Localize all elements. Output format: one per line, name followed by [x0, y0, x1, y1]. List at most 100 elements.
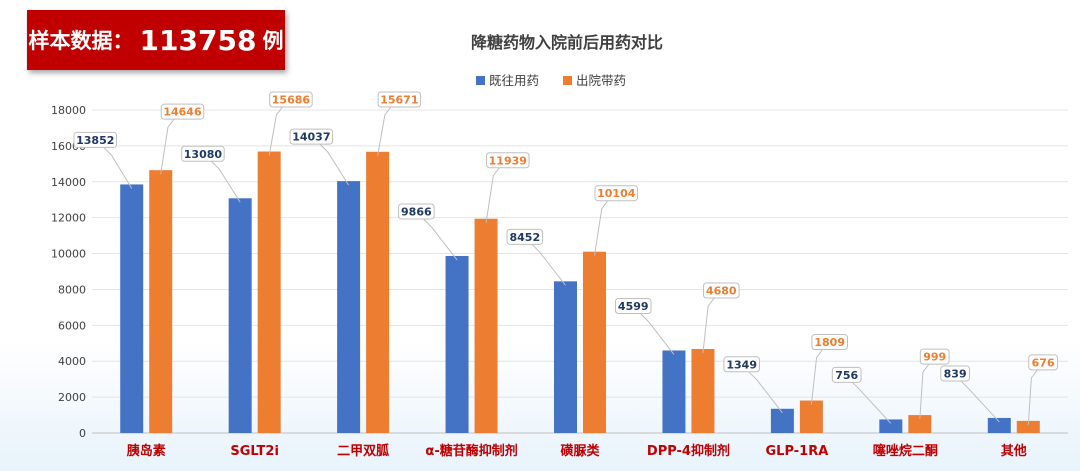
data-labels: 13852 14646 13080 15686 14037 15671 9866 11939 8…: [73, 91, 1058, 425]
label-leader: [960, 380, 1000, 423]
x-tick-label: α-糖苷酶抑制剂: [425, 443, 517, 459]
label-box: [702, 282, 740, 299]
label-box: [181, 145, 225, 162]
label-box: [486, 152, 530, 169]
label-leader: [594, 200, 609, 256]
x-tick-label: 其他: [1001, 443, 1027, 459]
x-tick-label: DPP-4抑制剂: [647, 443, 730, 459]
label-leader: [1027, 369, 1038, 425]
bar: [257, 151, 281, 433]
data-label: 15671: [380, 94, 418, 107]
label-box: [614, 297, 652, 314]
data-label: 999: [923, 351, 946, 364]
data-label: 9866: [401, 205, 432, 218]
data-label: 10104: [597, 187, 636, 200]
label-leader: [640, 313, 675, 355]
label-leader: [211, 160, 241, 203]
label-box: [377, 91, 422, 108]
data-label: 13852: [76, 134, 114, 147]
data-label: 1809: [814, 336, 845, 349]
data-label: 14646: [163, 106, 202, 119]
bar: [554, 281, 577, 433]
label-box: [269, 91, 313, 108]
y-tick-label: 18000: [51, 104, 86, 117]
x-tick-label: 胰岛素: [127, 443, 166, 459]
label-box: [919, 348, 950, 365]
y-tick-label: 8000: [58, 283, 86, 296]
legend-label-1: 出院带药: [576, 73, 626, 88]
chart-title: 降糖药物入院前后用药对比: [471, 33, 663, 52]
label-box: [594, 185, 638, 202]
data-label: 13080: [184, 148, 223, 161]
legend-swatch-0: [476, 76, 485, 85]
bar: [908, 415, 932, 433]
sample-size-badge: 样本数据： 113758 例: [27, 10, 285, 70]
data-label: 4680: [706, 285, 737, 298]
x-tick-label: SGLT2i: [230, 444, 279, 459]
bar: [799, 400, 823, 433]
badge-label: 样本数据：: [28, 29, 134, 53]
gridlines: [92, 109, 1068, 434]
badge-count: 113758: [139, 23, 257, 57]
label-box: [811, 334, 848, 351]
y-tick-label: 0: [79, 427, 86, 440]
bar: [366, 151, 390, 434]
label-box: [506, 228, 544, 245]
label-leader: [160, 118, 175, 175]
bar: [691, 349, 715, 433]
bar: [987, 417, 1011, 433]
label-leader: [377, 106, 392, 156]
label-box: [940, 365, 970, 382]
bar: [1016, 420, 1040, 433]
y-axis: 0200040006000800010000120001400016000180…: [51, 104, 86, 440]
bar: [228, 198, 252, 433]
x-axis: 胰岛素 SGLT2i 二甲双胍 α-糖苷酶抑制剂 磺脲类 DPP-4抑制剂 GLP-1RA 噻…: [127, 443, 1027, 459]
data-label: 4599: [618, 300, 649, 313]
label-leader: [103, 147, 133, 189]
label-box: [73, 131, 117, 148]
x-tick-label: 二甲双胍: [337, 443, 389, 459]
label-leader: [810, 349, 823, 405]
x-tick-label: 磺脲类: [560, 443, 600, 459]
label-leader: [919, 363, 930, 420]
bar: [879, 419, 903, 433]
bar: [770, 408, 794, 433]
bar: [149, 170, 173, 433]
legend: 既往用药 出院带药: [476, 73, 626, 88]
data-label: 839: [944, 367, 967, 380]
label-leader: [423, 218, 458, 261]
label-leader: [702, 297, 715, 354]
bar: [583, 251, 606, 433]
y-tick-label: 2000: [58, 391, 86, 404]
label-box: [398, 203, 435, 220]
y-tick-label: 4000: [58, 355, 86, 368]
badge-unit: 例: [262, 29, 284, 53]
label-leader: [319, 143, 350, 186]
data-label: 14037: [292, 131, 330, 144]
label-box: [160, 103, 205, 120]
bar: [337, 181, 361, 433]
bar: [120, 184, 144, 433]
data-label: 756: [835, 369, 858, 382]
y-tick-label: 10000: [51, 248, 86, 261]
legend-label-0: 既往用药: [489, 73, 539, 88]
label-leader: [531, 243, 566, 286]
label-box: [723, 356, 760, 373]
bar: [445, 255, 469, 433]
bar: [662, 350, 686, 433]
label-leader: [748, 371, 783, 414]
label-leader: [485, 167, 500, 223]
label-leader: [268, 106, 283, 156]
y-tick-label: 14000: [51, 176, 86, 189]
label-box: [1028, 354, 1058, 371]
data-label: 15686: [272, 94, 311, 107]
bar: [474, 218, 498, 433]
data-label: 11939: [489, 154, 527, 167]
data-label: 8452: [509, 231, 540, 244]
label-leader: [852, 382, 892, 424]
bars: [120, 151, 1040, 434]
x-tick-label: GLP-1RA: [766, 444, 829, 459]
y-tick-label: 12000: [51, 212, 86, 225]
data-label: 1349: [726, 358, 757, 371]
